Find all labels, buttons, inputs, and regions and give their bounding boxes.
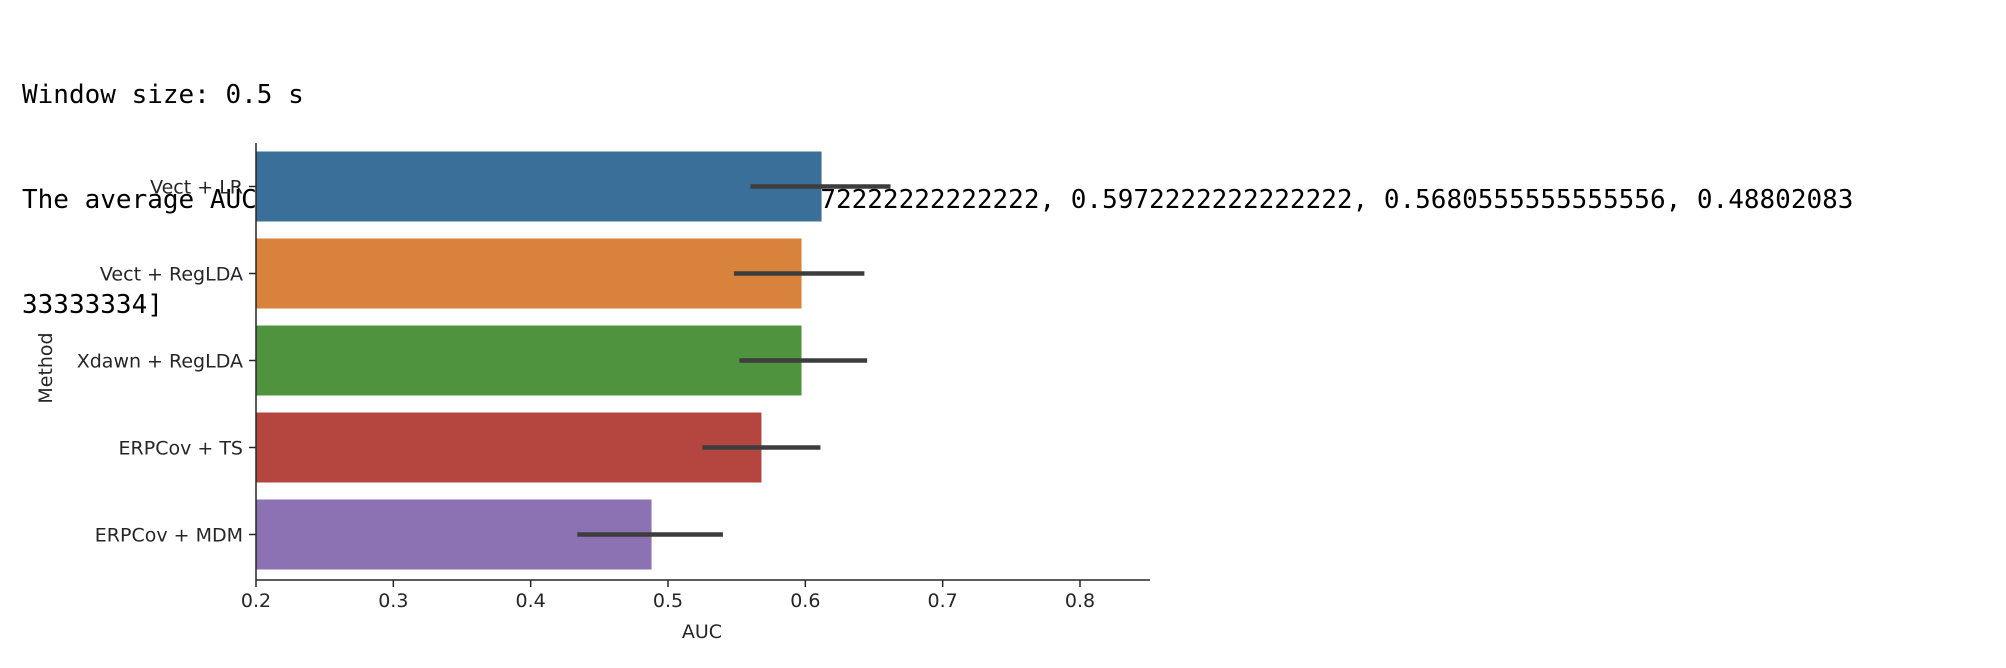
error-bars-layer [577,184,891,537]
x-tick-label: 0.3 [378,590,408,612]
x-tick-label: 0.5 [653,590,683,612]
y-tick-labels: Vect + LR Vect + RegLDA Xdawn + RegLDA ERPC… [77,177,256,547]
y-tick-label: Vect + RegLDA [100,264,243,286]
auc-scores-line-continued: 33333334] [22,290,163,320]
x-tick-label: 0.2 [241,590,271,612]
bar [256,325,802,396]
y-tick-label: ERPCov + MDM [95,525,243,547]
bar [256,412,762,483]
bar [256,151,822,222]
x-tick-label: 0.4 [516,590,546,612]
bar [256,238,802,309]
y-tick-label: ERPCov + TS [119,438,243,460]
y-tick-label: Vect + LR [150,177,243,199]
y-tick-label: Xdawn + RegLDA [77,351,243,373]
x-tick-label: 0.8 [1065,590,1095,612]
x-tick-label: 0.7 [928,590,958,612]
y-axis-title: Method [35,332,57,403]
x-axis-title: AUC [682,621,722,643]
x-tick-label: 0.6 [790,590,820,612]
window-size-line: Window size: 0.5 s [22,80,304,110]
bars-layer [256,151,822,570]
x-ticks: 0.2 0.3 0.4 0.5 0.6 0.7 0.8 [241,580,1095,612]
